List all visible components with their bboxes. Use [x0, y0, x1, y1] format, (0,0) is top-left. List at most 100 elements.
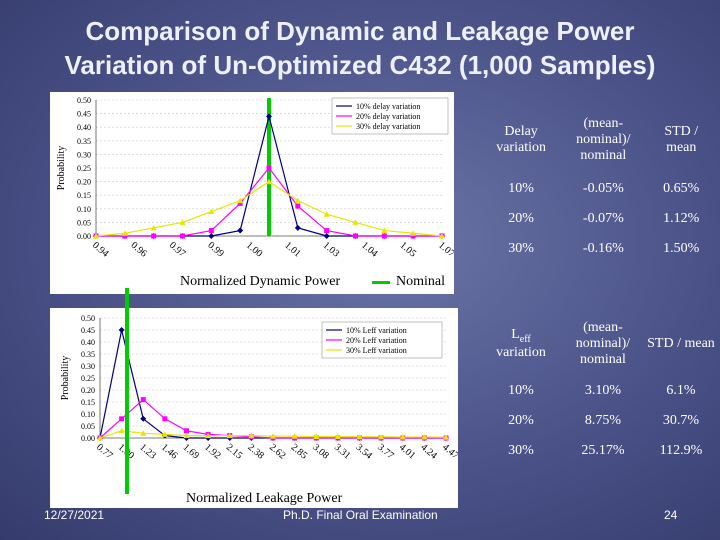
- data-point: [151, 233, 157, 239]
- data-point: [184, 428, 189, 434]
- data-point: [356, 433, 363, 440]
- dyn-r2-var: 20%: [508, 211, 534, 226]
- data-point: [399, 434, 406, 440]
- data-point: [150, 224, 157, 231]
- data-point: [381, 233, 387, 239]
- series-line-2: [99, 398, 446, 439]
- leakage-nominal-line: [125, 288, 129, 494]
- dyn-r3-std: 1.50%: [663, 241, 700, 256]
- y-tick-label: 0.00: [77, 232, 91, 241]
- x-tick-label: 1.03: [321, 240, 341, 260]
- legend-label: 10% delay variation: [356, 102, 420, 111]
- x-tick-label: 1.01: [282, 240, 302, 260]
- x-tick-label: 2.85: [289, 442, 309, 462]
- data-point: [324, 228, 330, 234]
- dynamic-power-xlabel: Normalized Dynamic Power Nominal: [50, 266, 454, 294]
- data-point: [180, 233, 185, 239]
- data-point: [140, 397, 146, 403]
- data-point: [248, 432, 255, 439]
- data-point: [313, 433, 320, 440]
- leakage-power-table: Leff variation (mean-nominal)/ nominal S…: [481, 312, 717, 466]
- dynamic-power-table: Delay variation (mean-nominal)/ nominal …: [481, 106, 717, 264]
- dynamic-power-chart-panel: 0.50 0.45 0.40 0.35 0.30 0.25 0.20 0.15 0.10 0.05…: [50, 92, 457, 266]
- data-point: [323, 211, 330, 217]
- leak-header-suffix: variation: [496, 344, 546, 360]
- leak-header-variation: Leff variation: [481, 312, 561, 376]
- data-point: [295, 203, 301, 209]
- leakage-xlabel-text: Normalized Leakage Power: [186, 491, 343, 506]
- data-point: [208, 228, 214, 234]
- data-point: [421, 434, 428, 440]
- footer-date: 12/27/2021: [44, 508, 105, 522]
- leak-r3-var: 30%: [508, 443, 534, 458]
- leak-header-eff: eff: [519, 333, 531, 345]
- x-tick-label: 2.62: [267, 442, 287, 462]
- x-tick-label: 1.69: [181, 442, 201, 462]
- y-tick-label: 0.10: [77, 205, 91, 214]
- legend-label: 30% Leff variation: [346, 346, 407, 355]
- data-point: [237, 200, 243, 206]
- y-tick-label: 0.00: [81, 434, 95, 443]
- y-tick-label: 0.40: [77, 123, 91, 132]
- leakage-power-chart-panel: 0.50 0.45 0.40 0.35 0.30 0.25 0.20 0.15 0.10 0.05…: [50, 308, 461, 492]
- data-point: [352, 219, 359, 225]
- y-tick-label: 0.25: [81, 374, 95, 383]
- nominal-legend-line: [372, 281, 390, 284]
- data-point: [162, 416, 168, 422]
- data-point: [208, 233, 215, 239]
- x-tick-label: 2.38: [245, 442, 265, 462]
- dyn-r2-mean: -0.07%: [582, 211, 624, 226]
- dyn-header-variation: Delay variation: [496, 124, 546, 155]
- y-tick-label: 0.25: [77, 164, 91, 173]
- data-point: [353, 233, 358, 239]
- x-tick-label: 2.15: [224, 442, 244, 462]
- leak-r3-std: 112.9%: [659, 443, 703, 458]
- footer-page: 24: [664, 508, 678, 522]
- leak-r2-std: 30.7%: [662, 413, 700, 428]
- leak-r3-mean: 25.17%: [581, 443, 625, 458]
- data-point: [208, 208, 215, 215]
- y-tick-label: 0.50: [77, 96, 91, 105]
- x-tick-label: 0.94: [90, 240, 110, 260]
- data-point: [323, 233, 330, 239]
- nominal-legend-label: Nominal: [396, 274, 445, 289]
- leak-r1-var: 10%: [508, 383, 534, 398]
- data-point: [270, 433, 276, 439]
- data-point: [291, 433, 298, 439]
- y-tick-label: 0.05: [77, 218, 91, 227]
- x-tick-label: 0.96: [129, 240, 149, 260]
- data-point: [410, 230, 417, 236]
- data-point: [118, 327, 125, 333]
- data-point: [334, 433, 341, 440]
- leakage-power-chart: 0.50 0.45 0.40 0.35 0.30 0.25 0.20 0.15 0.10 0.05…: [60, 314, 461, 462]
- y-axis-label: Probability: [60, 356, 71, 400]
- leakage-power-xlabel: Normalized Leakage Power: [50, 490, 458, 508]
- x-tick-label: 3.54: [354, 442, 374, 462]
- data-point: [439, 233, 445, 239]
- x-tick-label: 1.23: [137, 442, 157, 462]
- dynamic-xlabel-text: Normalized Dynamic Power: [180, 274, 341, 289]
- dyn-r2-std: 1.12%: [663, 211, 700, 226]
- title-line-2: Variation of Un-Optimized C432 (1,000 Sa…: [64, 50, 656, 80]
- leak-r1-mean: 3.10%: [584, 383, 622, 398]
- y-tick-label: 0.15: [81, 398, 95, 407]
- data-point: [237, 197, 244, 204]
- data-point: [118, 427, 125, 434]
- legend-label: 20% Leff variation: [346, 336, 407, 345]
- x-tick-label: 1.04: [359, 240, 379, 260]
- leak-header-l: L: [511, 327, 520, 343]
- dyn-r1-std: 0.65%: [663, 181, 700, 196]
- data-point: [294, 224, 301, 231]
- x-tick-label: 1.00: [244, 240, 264, 260]
- y-tick-label: 0.40: [81, 338, 95, 347]
- legend-label: 10% Leff variation: [346, 326, 407, 335]
- data-point: [443, 434, 449, 440]
- x-tick-label: 4.01: [397, 442, 417, 462]
- y-tick-label: 0.35: [77, 137, 91, 146]
- data-point: [266, 178, 272, 185]
- data-point: [237, 227, 244, 234]
- data-point: [378, 433, 385, 440]
- x-tick-label: 0.99: [205, 240, 225, 260]
- x-tick-label: 3.31: [332, 442, 352, 462]
- data-point: [140, 430, 147, 436]
